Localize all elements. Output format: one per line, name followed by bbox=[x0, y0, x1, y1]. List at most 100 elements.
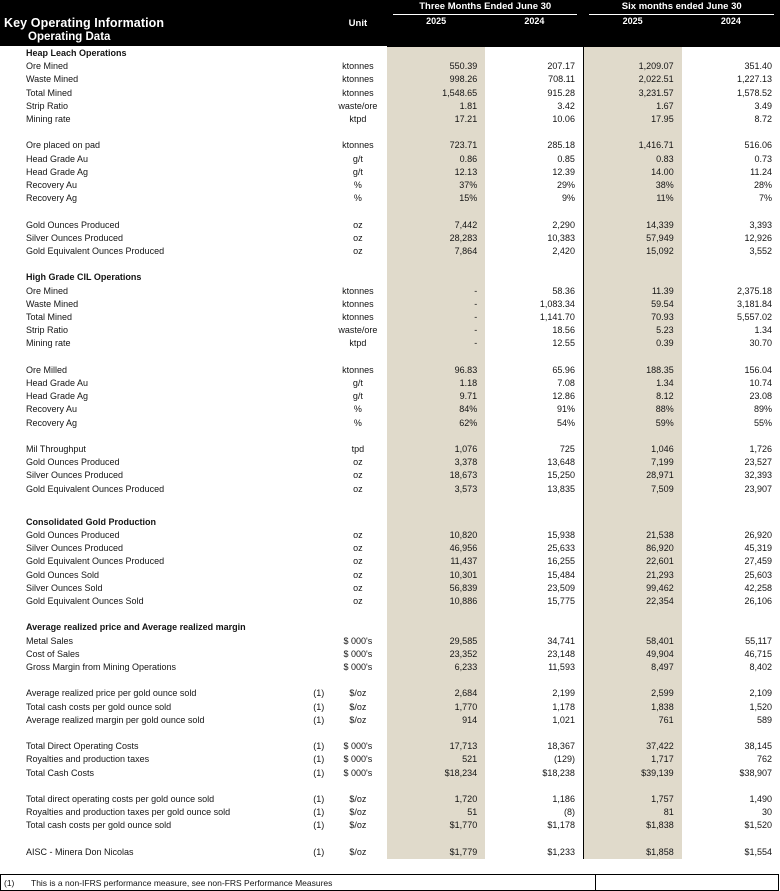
cell-h1-2024: 3.49 bbox=[754, 100, 772, 111]
cell-q2-2024: 15,775 bbox=[547, 596, 575, 607]
cell-q2-2025: 96.83 bbox=[386, 363, 486, 378]
cell-h1-2025: 7,199 bbox=[582, 456, 682, 470]
row-label: Gold Ounces Produced bbox=[26, 530, 120, 541]
cell-q2-2025: 11,437 bbox=[386, 555, 486, 569]
spacer-row bbox=[0, 608, 780, 622]
table-body: Heap Leach Operations Ore Mined ktonnes 550… bbox=[0, 47, 780, 860]
table-row: Total Mined ktonnes - 1,141.70 70.93 5,557.02 bbox=[0, 311, 780, 325]
row-unit: oz bbox=[353, 232, 363, 243]
spacer-row bbox=[0, 126, 780, 140]
cell-q2-2025: 1,548.65 bbox=[386, 86, 486, 100]
spacer-row bbox=[0, 258, 780, 272]
section-title: Average realized price and Average reali… bbox=[26, 622, 246, 633]
row-unit: ktonnes bbox=[342, 140, 374, 151]
cell-h1-2024: 25,603 bbox=[744, 569, 772, 580]
cell-h1-2024: 32,393 bbox=[744, 470, 772, 481]
cell-h1-2024 bbox=[682, 258, 780, 271]
page-title: Key Operating Information bbox=[0, 15, 301, 30]
section-title-row: High Grade CIL Operations bbox=[0, 271, 780, 285]
row-footnote-marker bbox=[301, 337, 337, 350]
cell-h1-2025: 0.39 bbox=[582, 337, 682, 351]
footnote-text: This is a non-IFRS performance measure, … bbox=[31, 878, 333, 888]
row-footnote-marker bbox=[301, 245, 337, 258]
table-row: Silver Ounces Produced oz 18,673 15,250 28,9… bbox=[0, 469, 780, 483]
cell-q2-2025: 1.18 bbox=[386, 377, 486, 391]
cell-q2-2024: 1,083.34 bbox=[539, 298, 575, 309]
cell-h1-2025 bbox=[582, 47, 682, 61]
spacer-row bbox=[0, 674, 780, 688]
cell-h1-2025: 1,717 bbox=[582, 753, 682, 767]
row-unit: oz bbox=[353, 582, 363, 593]
table-header: Three Months Ended June 30 Six months en… bbox=[0, 0, 780, 47]
header-group-three-months: Three Months Ended June 30 bbox=[386, 0, 584, 15]
cell-h1-2025: 58,401 bbox=[582, 634, 682, 648]
cell-q2-2025: 37% bbox=[386, 179, 486, 193]
row-footnote-marker bbox=[301, 364, 337, 377]
row-pad bbox=[379, 73, 387, 86]
cell-h1-2025: 2,022.51 bbox=[582, 73, 682, 87]
row-unit: oz bbox=[353, 556, 363, 567]
row-pad bbox=[379, 219, 387, 232]
row-unit: oz bbox=[353, 596, 363, 607]
cell-q2-2024: 15,938 bbox=[547, 530, 575, 541]
cell-q2-2025 bbox=[386, 621, 486, 635]
cell-h1-2024 bbox=[682, 621, 780, 634]
cell-q2-2024: 708.11 bbox=[548, 74, 575, 85]
row-pad bbox=[379, 806, 387, 819]
row-pad bbox=[379, 740, 387, 753]
cell-h1-2024: 1,227.13 bbox=[736, 74, 772, 85]
column-header-q2-2025: 2025 bbox=[386, 15, 486, 30]
cell-h1-2025: 59% bbox=[582, 416, 682, 430]
cell-h1-2024: 46,715 bbox=[744, 648, 772, 659]
row-footnote-marker bbox=[301, 635, 337, 648]
header-group-six-months: Six months ended June 30 bbox=[583, 0, 780, 15]
row-unit: % bbox=[353, 417, 362, 428]
cell-h1-2025: 1,416.71 bbox=[582, 139, 682, 153]
cell-q2-2025 bbox=[386, 608, 486, 622]
cell-h1-2024: 38,145 bbox=[744, 741, 772, 752]
row-unit: % bbox=[353, 404, 362, 415]
cell-h1-2025: 57,949 bbox=[582, 231, 682, 246]
cell-q2-2025 bbox=[386, 258, 486, 272]
row-unit: oz bbox=[353, 219, 363, 230]
row-footnote-marker bbox=[301, 390, 337, 403]
row-unit: $ 000's bbox=[343, 662, 373, 673]
row-unit: $/oz bbox=[349, 688, 367, 699]
row-unit: $ 000's bbox=[343, 767, 373, 778]
row-footnote-marker bbox=[301, 555, 337, 568]
cell-h1-2025: 70.93 bbox=[582, 311, 682, 325]
cell-q2-2025: 18,673 bbox=[386, 469, 486, 483]
row-footnote-marker bbox=[301, 219, 337, 232]
table-row: Waste Mined ktonnes 998.26 708.11 2,022.51 1,… bbox=[0, 73, 780, 87]
table-row: Waste Mined ktonnes - 1,083.34 59.54 3,181.84 bbox=[0, 297, 780, 312]
row-unit: tpd bbox=[351, 444, 365, 455]
row-footnote-marker bbox=[301, 60, 337, 73]
cell-q2-2025: 723.71 bbox=[386, 139, 486, 153]
row-pad bbox=[379, 87, 387, 100]
row-unit: $ 000's bbox=[343, 635, 373, 646]
row-unit: oz bbox=[353, 457, 363, 468]
row-footnote-marker bbox=[301, 529, 337, 542]
cell-q2-2024: 91% bbox=[556, 404, 575, 415]
cell-h1-2025: 3,231.57 bbox=[582, 86, 682, 100]
header-subtitle-row: Operating Data bbox=[0, 30, 780, 45]
row-unit: waste/ore bbox=[338, 100, 378, 111]
cell-q2-2024 bbox=[485, 621, 583, 634]
cell-q2-2024: 3.42 bbox=[557, 100, 575, 111]
cell-h1-2025 bbox=[582, 832, 682, 846]
row-pad bbox=[379, 529, 387, 542]
row-pad bbox=[379, 661, 387, 674]
row-label: Recovery Au bbox=[26, 404, 78, 415]
cell-q2-2024 bbox=[485, 674, 583, 687]
row-pad bbox=[379, 100, 387, 113]
row-unit: $ 000's bbox=[343, 741, 373, 752]
row-label: AISC - Minera Don Nicolas bbox=[26, 846, 134, 857]
row-footnote-marker bbox=[301, 100, 337, 113]
cell-h1-2025: 81 bbox=[582, 806, 682, 820]
row-pad bbox=[379, 60, 387, 73]
row-footnote-marker bbox=[301, 113, 337, 126]
cell-h1-2024: 28% bbox=[753, 180, 772, 191]
row-footnote-marker bbox=[301, 179, 337, 192]
row-pad bbox=[379, 569, 387, 582]
cell-h1-2025: 15,092 bbox=[582, 245, 682, 259]
